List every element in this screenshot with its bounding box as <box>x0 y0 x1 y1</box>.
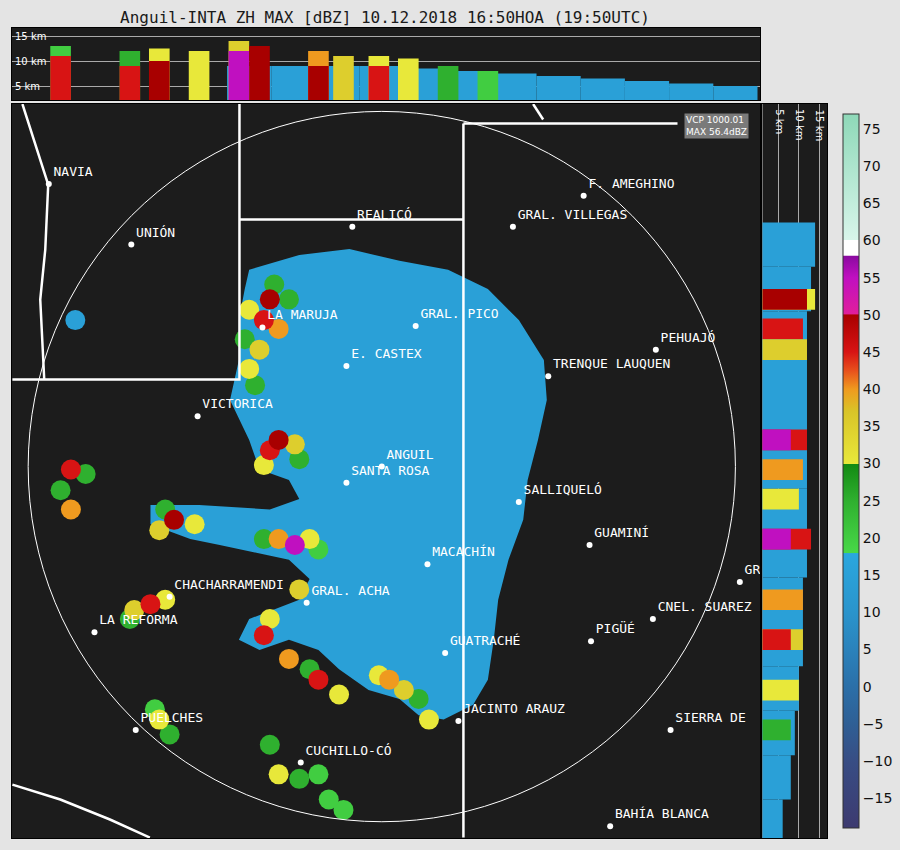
svg-text:10 km: 10 km <box>794 109 805 140</box>
svg-text:GUATRACHÉ: GUATRACHÉ <box>450 633 520 648</box>
svg-text:LA REFORMA: LA REFORMA <box>99 612 177 627</box>
svg-text:45: 45 <box>863 344 881 360</box>
svg-text:5 km: 5 km <box>15 81 40 92</box>
svg-text:5: 5 <box>863 641 872 657</box>
svg-text:CUCHILLO-CÓ: CUCHILLO-CÓ <box>306 743 392 758</box>
svg-text:10: 10 <box>863 604 881 620</box>
svg-text:60: 60 <box>863 232 881 248</box>
svg-text:GRAL. VILLEGAS: GRAL. VILLEGAS <box>518 207 628 222</box>
svg-text:Anguil-INTA ZH MAX [dBZ] 10.12: Anguil-INTA ZH MAX [dBZ] 10.12.2018 16:5… <box>120 8 650 27</box>
svg-text:BAHÍA BLANCA: BAHÍA BLANCA <box>615 806 709 821</box>
svg-text:ANGUIL: ANGUIL <box>387 447 434 462</box>
svg-text:0: 0 <box>863 679 872 695</box>
svg-text:15 km: 15 km <box>15 31 46 42</box>
svg-text:LA MARUJA: LA MARUJA <box>267 307 338 322</box>
svg-text:−5: −5 <box>863 716 884 732</box>
svg-text:CHACHARRAMENDI: CHACHARRAMENDI <box>174 577 284 592</box>
svg-text:GRAL. PICO: GRAL. PICO <box>420 306 498 321</box>
svg-text:25: 25 <box>863 493 881 509</box>
svg-text:E. CASTEX: E. CASTEX <box>351 346 422 361</box>
svg-text:REALICÓ: REALICÓ <box>357 207 412 222</box>
svg-text:GR: GR <box>745 562 761 577</box>
svg-text:JACINTO ARAUZ: JACINTO ARAUZ <box>463 701 565 716</box>
svg-text:PUELCHES: PUELCHES <box>140 710 203 725</box>
svg-text:MACACHÍN: MACACHÍN <box>432 544 495 559</box>
svg-text:SALLIQUELÓ: SALLIQUELÓ <box>524 482 602 497</box>
svg-text:5 km: 5 km <box>774 109 785 134</box>
svg-text:55: 55 <box>863 270 881 286</box>
svg-text:70: 70 <box>863 158 881 174</box>
svg-text:VCP 1000.01MAX 56.4dBZ: VCP 1000.01MAX 56.4dBZ <box>686 115 747 137</box>
svg-text:30: 30 <box>863 455 881 471</box>
svg-text:65: 65 <box>863 195 881 211</box>
svg-text:40: 40 <box>863 381 881 397</box>
svg-text:GUAMINÍ: GUAMINÍ <box>594 525 649 540</box>
svg-text:GRAL. ACHA: GRAL. ACHA <box>311 583 389 598</box>
svg-text:SIERRA DE: SIERRA DE <box>675 710 745 725</box>
svg-text:TRENQUE LAUQUEN: TRENQUE LAUQUEN <box>553 356 670 371</box>
svg-text:−15: −15 <box>863 790 893 806</box>
svg-text:VICTORICA: VICTORICA <box>202 396 273 411</box>
svg-text:50: 50 <box>863 307 881 323</box>
svg-text:PEHUAJÓ: PEHUAJÓ <box>661 330 716 345</box>
svg-text:15: 15 <box>863 567 881 583</box>
svg-text:UNIÓN: UNIÓN <box>136 225 175 240</box>
svg-text:CNEL. SUAREZ: CNEL. SUAREZ <box>658 599 752 614</box>
svg-text:20: 20 <box>863 530 881 546</box>
svg-text:NAVIA: NAVIA <box>54 164 93 179</box>
svg-text:15 km: 15 km <box>814 110 825 141</box>
svg-text:PIGÜÉ: PIGÜÉ <box>596 620 635 636</box>
svg-text:SANTA ROSA: SANTA ROSA <box>351 463 429 478</box>
svg-text:10 km: 10 km <box>15 56 46 67</box>
svg-text:35: 35 <box>863 418 881 434</box>
svg-text:F. AMEGHINO: F. AMEGHINO <box>588 176 674 191</box>
svg-text:75: 75 <box>863 121 881 137</box>
svg-text:−10: −10 <box>863 753 893 769</box>
